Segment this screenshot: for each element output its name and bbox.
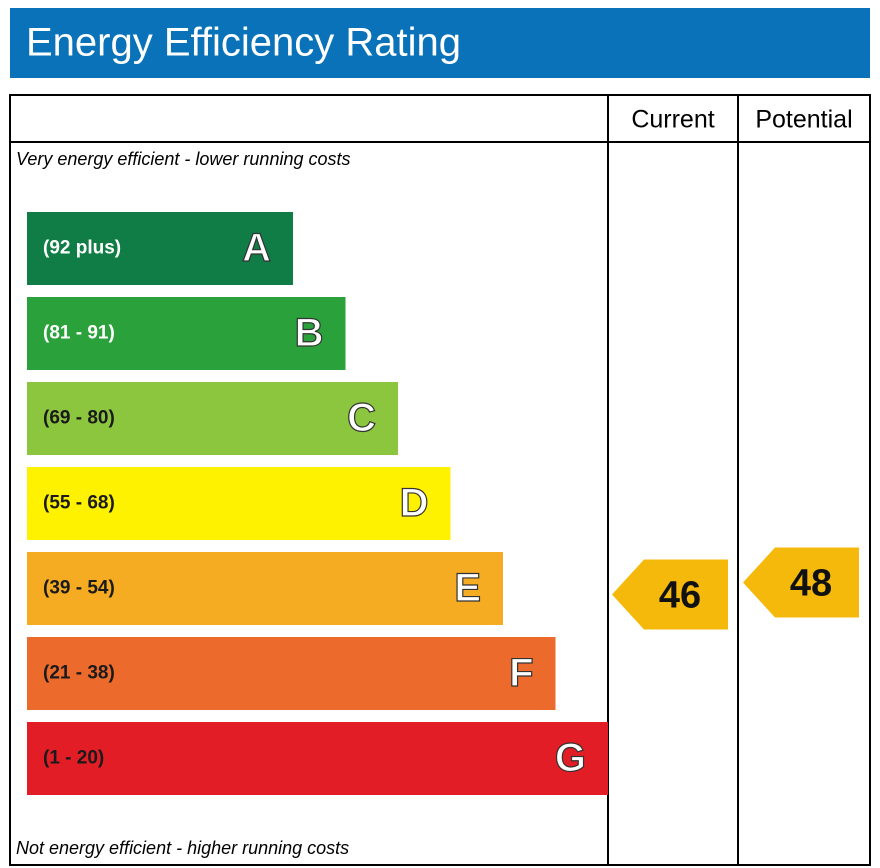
rating-value: 48 (790, 563, 832, 605)
band-range: (21 - 38) (43, 663, 115, 684)
chart-title: Energy Efficiency Rating (26, 21, 461, 65)
band-letter: D (400, 481, 429, 525)
band-bar (27, 637, 556, 710)
band-letter: B (295, 311, 324, 355)
rating-arrow (743, 547, 859, 618)
band-letter: A (242, 226, 271, 270)
band-range: (39 - 54) (43, 578, 115, 599)
band-letter: F (509, 651, 533, 695)
band-range: (55 - 68) (43, 493, 115, 514)
band-letter: G (555, 736, 586, 780)
band-range: (92 plus) (43, 238, 121, 259)
band-bar (27, 552, 503, 625)
band-bar (27, 722, 608, 795)
column-header: Current (631, 106, 714, 134)
band-range: (69 - 80) (43, 408, 115, 429)
band-bar (27, 297, 346, 370)
top-note: Very energy efficient - lower running co… (16, 149, 351, 169)
band-bar (27, 467, 451, 540)
column-header: Potential (755, 106, 852, 134)
band-range: (81 - 91) (43, 323, 115, 344)
band-bar (27, 382, 398, 455)
band-range: (1 - 20) (43, 748, 104, 769)
title-bar (10, 8, 870, 78)
table-border (9, 94, 871, 866)
band-bar (27, 212, 293, 285)
bottom-note: Not energy efficient - higher running co… (16, 838, 349, 858)
band-letter: C (347, 396, 376, 440)
rating-arrow (612, 559, 728, 630)
rating-value: 46 (659, 575, 701, 617)
band-letter: E (454, 566, 481, 610)
